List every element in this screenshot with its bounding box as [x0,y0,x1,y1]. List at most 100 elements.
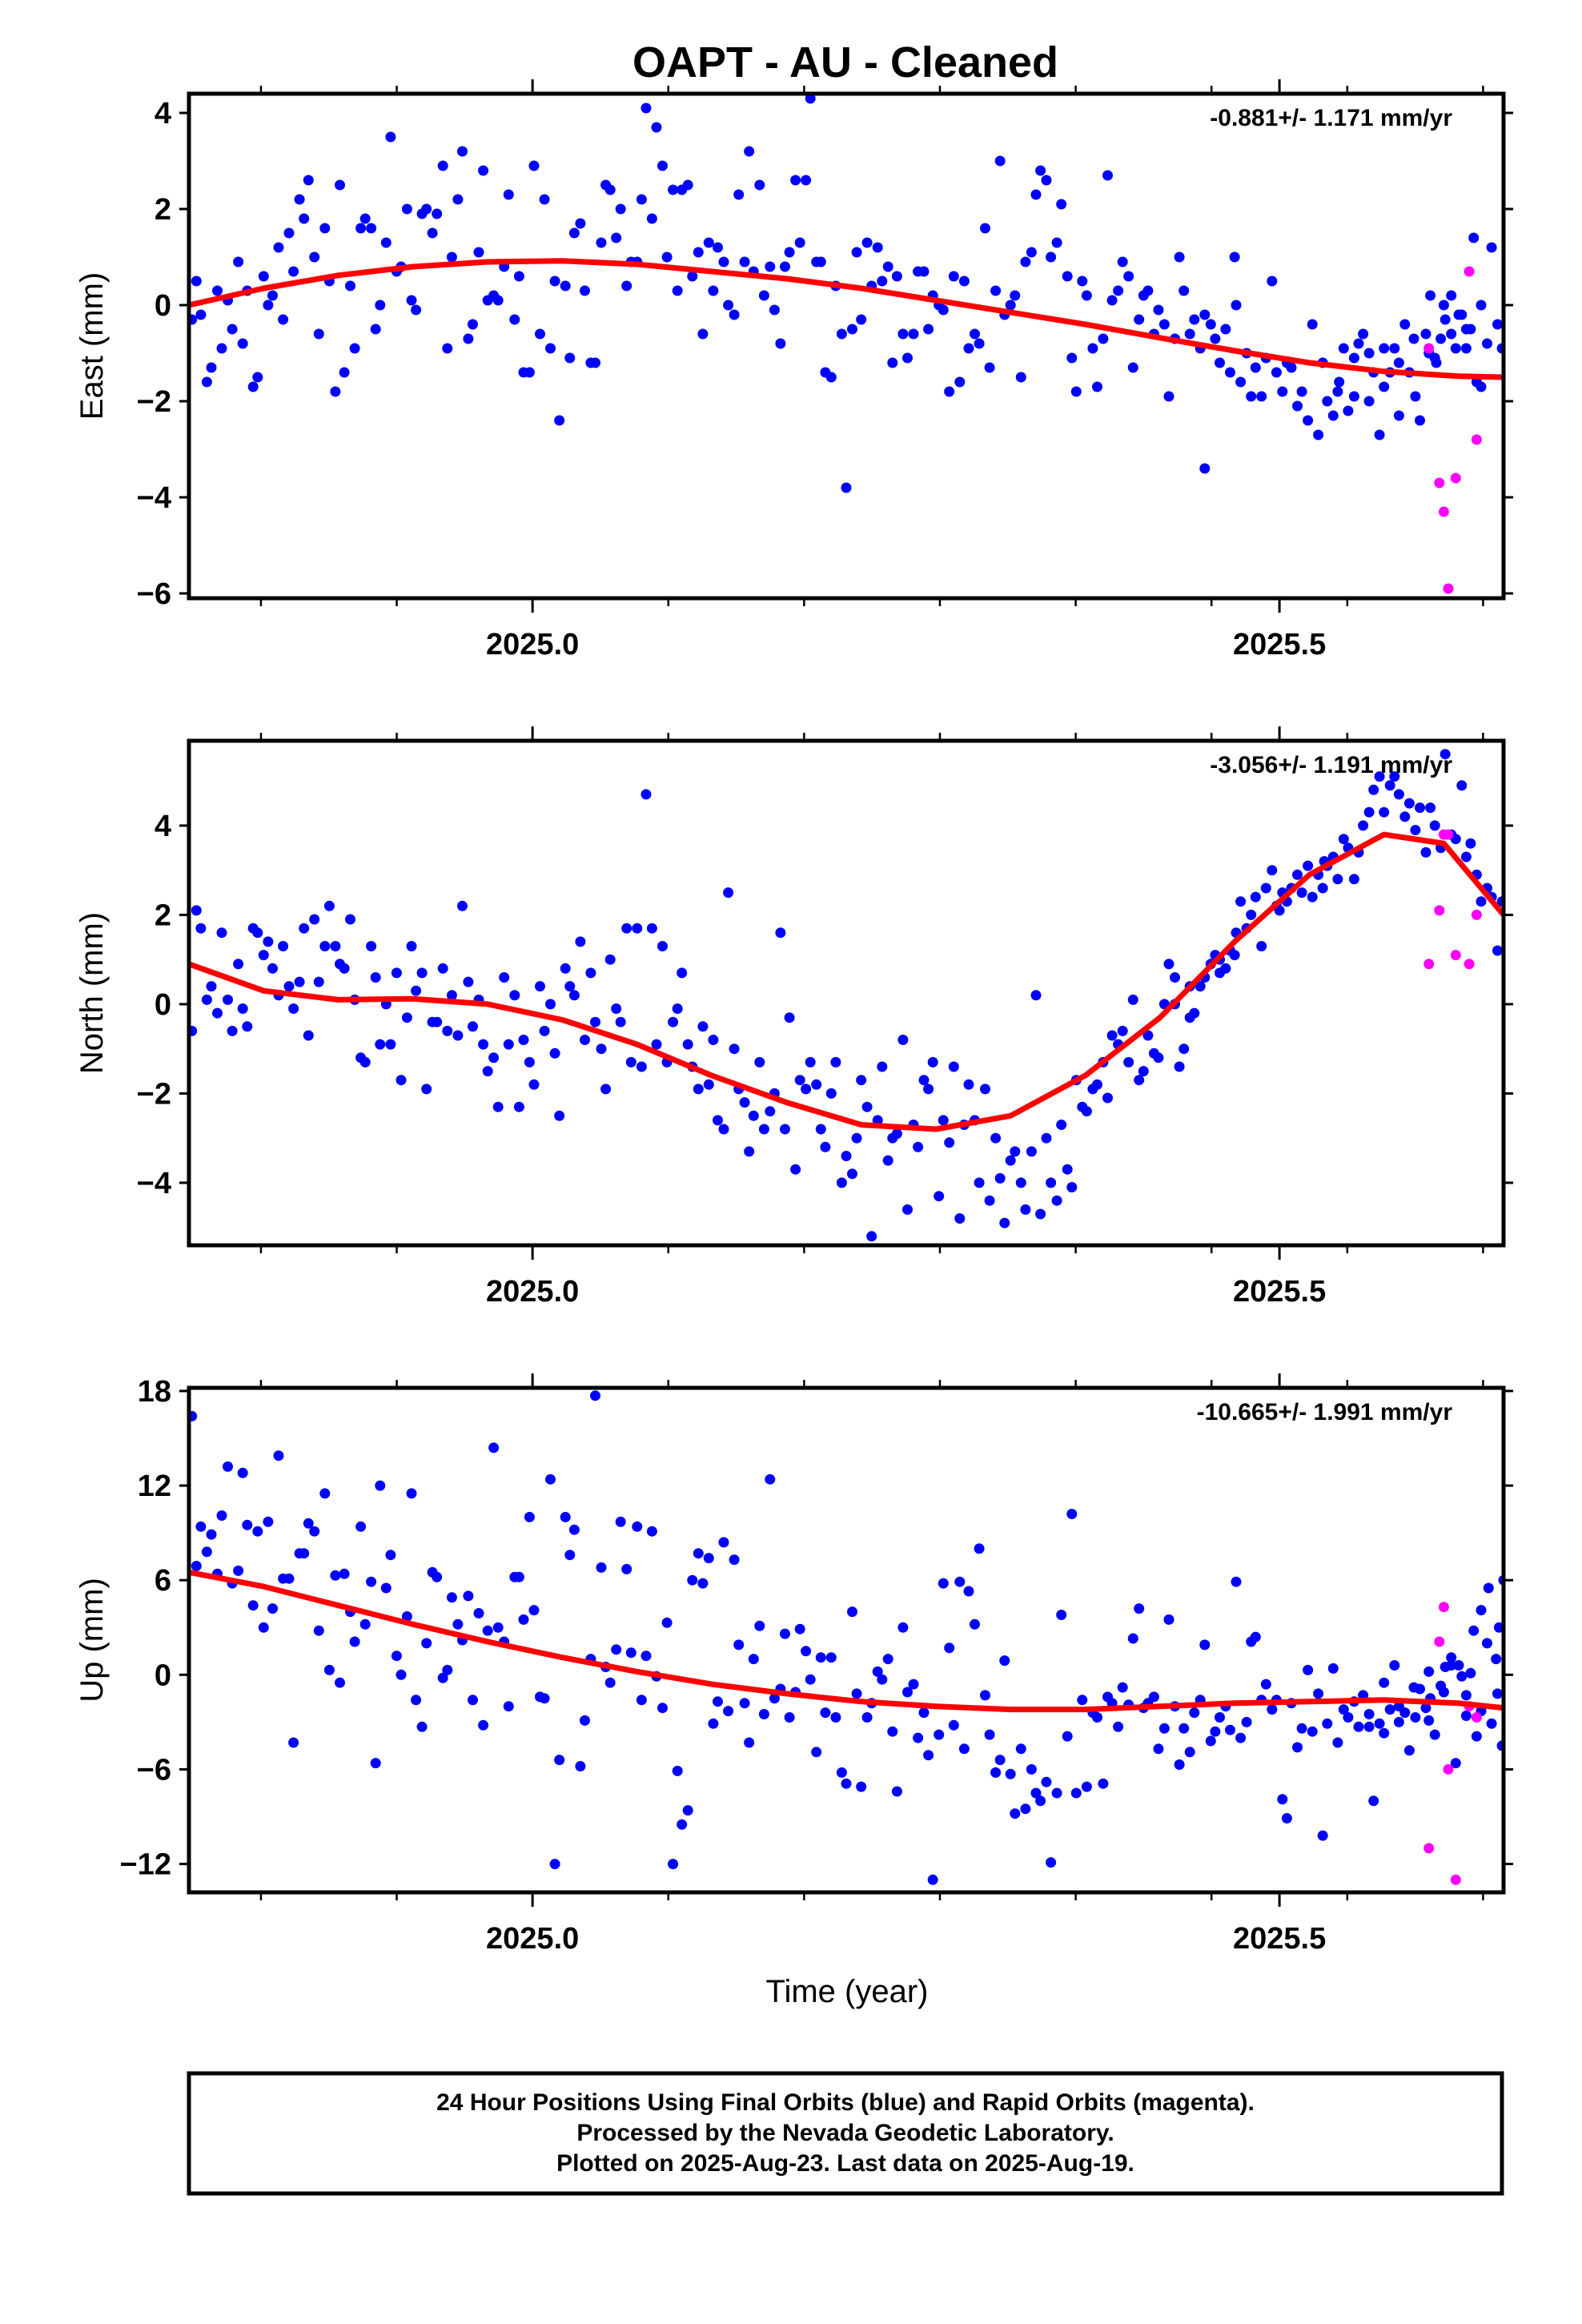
final-orbit-point [590,357,600,368]
final-orbit-point [1476,896,1487,907]
final-orbit-point [1178,1723,1190,1734]
final-orbit-point [697,328,709,340]
final-orbit-point [994,155,1006,167]
final-orbit-point [233,959,244,970]
final-orbit-point [1446,290,1457,301]
x-tick-label: 2025.0 [486,1922,579,1956]
final-orbit-point [288,1737,299,1748]
final-orbit-point [432,208,443,219]
final-orbit-point [446,251,457,263]
final-orbit-point [590,1016,600,1027]
final-orbit-point [189,1025,198,1036]
final-orbit-point [794,1623,805,1634]
final-orbit-point [1092,1712,1102,1723]
final-orbit-point [918,1707,930,1719]
final-orbit-point [1153,304,1164,316]
final-orbit-point [1267,1704,1278,1715]
final-orbit-point [580,1715,590,1726]
footer-frame [187,2071,1504,2196]
final-orbit-point [748,1654,759,1665]
final-orbit-point [1363,1721,1375,1732]
final-orbit-point [708,1718,719,1729]
final-orbit-point [1030,990,1042,1001]
footer-line-2: Processed by the Nevada Geodetic Laborat… [576,2120,1114,2146]
final-orbit-point [396,1669,407,1680]
final-orbit-point [416,1721,428,1732]
final-orbit-point [1429,820,1440,831]
final-orbit-point [401,203,412,215]
final-orbit-point [416,967,428,979]
final-orbit-point [1465,324,1476,335]
east-panel: 4 2 0 −2 −4 −6 2025.0 2025.5 -0.881+/- 1.171 mm/… [74,79,1513,661]
final-orbit-point [1307,891,1318,903]
final-orbit-point [1476,300,1487,311]
final-orbit-point [923,1750,934,1761]
final-orbit-point [1456,1671,1468,1682]
final-orbit-point [355,1521,367,1532]
final-orbit-point [1368,784,1379,795]
final-orbit-point [847,1168,857,1180]
final-orbit-point [452,1030,464,1041]
final-orbit-point [473,247,484,258]
final-orbit-point [1178,285,1190,296]
final-orbit-point [385,1550,396,1561]
final-orbit-point [233,1565,244,1576]
final-orbit-point [980,1690,990,1701]
final-orbit-point [744,146,755,157]
final-orbit-point [851,247,862,258]
final-orbit-point [994,1755,1006,1766]
final-orbit-point [1256,391,1267,402]
final-orbit-point [1389,771,1400,782]
final-orbit-point [1056,1120,1067,1130]
final-orbit-point [1334,376,1345,388]
final-orbit-point [820,1707,831,1719]
final-orbit-point [672,285,683,296]
final-orbit-point [841,482,852,493]
y-axis-label: North (mm) [74,912,110,1074]
final-orbit-point [908,328,919,340]
final-orbit-point [1379,806,1390,818]
final-orbit-point [375,1480,386,1491]
final-orbit-point [891,271,902,282]
final-orbit-point [319,941,331,951]
final-orbit-point [604,1677,616,1688]
final-orbit-point [1363,806,1375,818]
rapid-orbit-point [1464,959,1475,970]
final-orbit-point [560,1511,571,1522]
final-orbit-point [718,1537,729,1548]
final-orbit-point [625,1647,636,1659]
final-orbit-point [1399,1707,1411,1719]
final-orbit-point [615,203,626,215]
final-orbit-point [1010,1146,1021,1157]
final-orbit-point [1158,319,1170,330]
final-orbit-point [713,242,723,253]
final-orbit-point [195,309,207,320]
final-orbit-point [1077,275,1088,287]
final-orbit-point [1317,1830,1328,1841]
final-orbit-point [359,1618,371,1630]
final-orbit-point [1379,1677,1390,1688]
final-orbit-point [1327,1663,1339,1674]
final-orbit-point [621,280,632,292]
final-orbit-point [339,963,350,974]
final-orbit-point [432,1571,443,1582]
final-orbit-point [934,1729,945,1740]
final-orbit-point [1353,338,1364,349]
final-orbit-point [560,280,571,292]
final-orbit-point [877,1674,888,1685]
final-orbit-point [1005,1768,1016,1779]
final-orbit-point [954,376,966,388]
final-orbit-point [216,927,227,939]
final-orbit-point [191,1561,202,1571]
final-orbit-point [1423,1715,1435,1726]
final-orbit-point [693,1084,704,1095]
final-orbit-point [206,1529,217,1540]
final-orbit-point [1235,376,1247,388]
final-orbit-point [195,1521,207,1532]
final-orbit-point [718,256,729,267]
final-orbit-point [1163,391,1174,402]
final-orbit-point [1127,1633,1138,1644]
final-orbit-point [1092,1079,1102,1090]
final-orbit-point [1051,1787,1062,1799]
final-orbit-point [611,1003,622,1014]
